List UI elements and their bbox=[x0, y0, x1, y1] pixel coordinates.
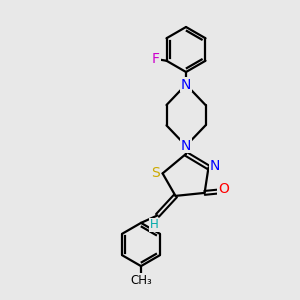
Text: S: S bbox=[152, 167, 160, 180]
Text: CH₃: CH₃ bbox=[130, 274, 152, 287]
Text: N: N bbox=[181, 139, 191, 153]
Text: H: H bbox=[149, 218, 158, 232]
Text: N: N bbox=[209, 159, 220, 173]
Text: F: F bbox=[152, 52, 160, 66]
Text: N: N bbox=[181, 78, 191, 92]
Text: O: O bbox=[218, 182, 229, 196]
